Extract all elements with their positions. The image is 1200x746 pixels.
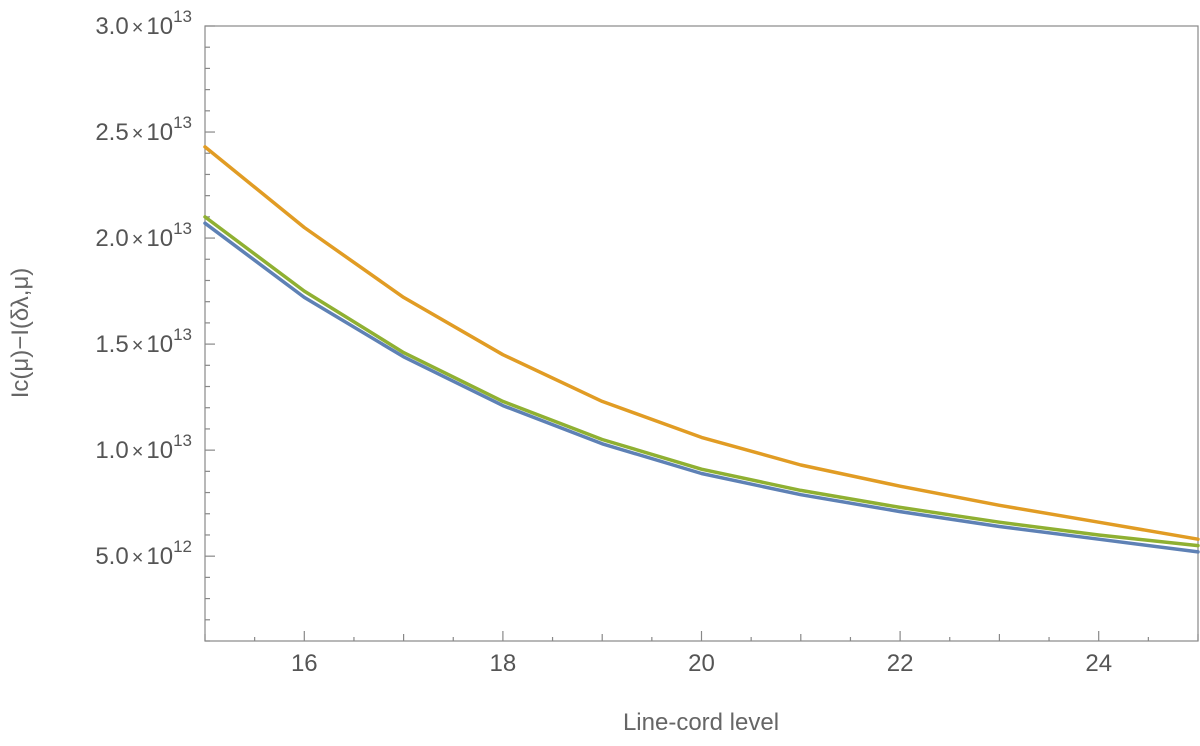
- series-line-2: [203, 145, 1200, 541]
- x-axis-ticks: 16 18 20 22 24: [204, 631, 1199, 677]
- y-tick-label: 1.0 × 1013: [95, 431, 192, 464]
- y-tick-label: 2.5 × 1013: [95, 113, 192, 146]
- plot-frame: [204, 25, 1199, 642]
- y-tick-label: 3.0 × 1013: [95, 7, 192, 40]
- x-tick-label: 22: [887, 650, 914, 677]
- y-tick-label: 1.5 × 1013: [95, 325, 192, 358]
- x-tick-label: 16: [291, 650, 318, 677]
- x-axis-title: Line-cord level: [623, 709, 779, 736]
- x-tick-label: 24: [1085, 650, 1112, 677]
- x-tick-label: 18: [490, 650, 517, 677]
- series-line-3: [203, 215, 1200, 548]
- x-tick-label: 20: [688, 650, 715, 677]
- y-tick-label: 5.0 × 1012: [95, 537, 192, 570]
- y-tick-label: 2.0 × 1013: [95, 219, 192, 252]
- y-axis-title: Ic(μ)−I(δλ,μ): [7, 268, 34, 399]
- y-axis-ticks: 5.0 × 1012 1.0 × 1013 1.5 × 1013 2.0 × 1013 2.5 × 1013…: [95, 7, 215, 642]
- series-line-1: [203, 221, 1200, 554]
- series-layer: [203, 145, 1200, 554]
